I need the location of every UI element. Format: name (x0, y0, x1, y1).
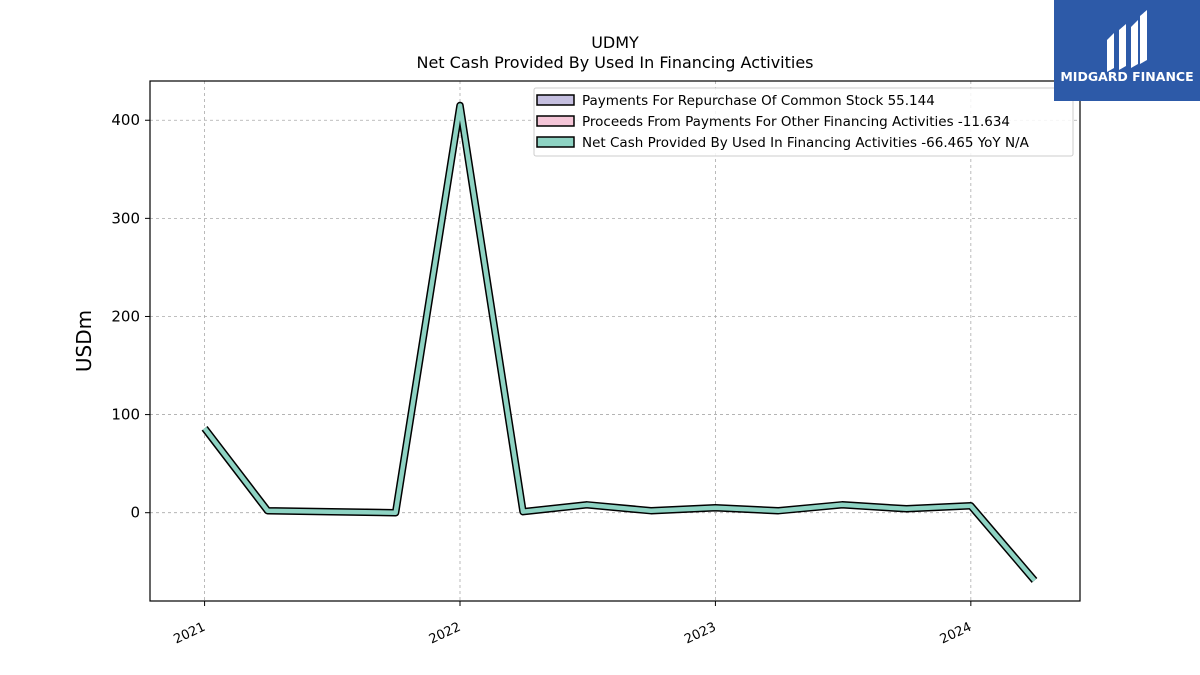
y-tick-label: 200 (111, 307, 140, 325)
legend-swatch (536, 94, 575, 106)
plot-frame (149, 80, 1081, 602)
legend-label: Payments For Repurchase Of Common Stock … (582, 93, 935, 109)
x-tick-label: 2022 (427, 620, 463, 648)
legend: Payments For Repurchase Of Common Stock … (533, 87, 1074, 157)
legend-label: Net Cash Provided By Used In Financing A… (582, 135, 1030, 151)
y-tick-label: 0 (130, 504, 140, 522)
y-tick-label: 100 (111, 406, 140, 424)
x-tick-label: 2021 (171, 620, 207, 648)
y-tick-label: 300 (111, 209, 140, 227)
x-tick-label: 2023 (682, 620, 718, 648)
legend-swatch (536, 115, 575, 127)
logo-mark-icon (1107, 10, 1147, 72)
x-axis: 2021 2022 2023 2024 (171, 601, 974, 647)
y-axis-label: USDm (72, 310, 96, 372)
y-axis: 0 100 200 300 400 (111, 111, 150, 522)
series-layer (201, 101, 1038, 583)
y-tick-label: 400 (111, 111, 140, 129)
chart-title: UDMY (591, 33, 639, 52)
logo-background (1054, 0, 1200, 101)
logo-text: MIDGARD FINANCE (1060, 69, 1193, 84)
x-tick-label: 2024 (938, 620, 974, 648)
series-line (202, 103, 1037, 582)
legend-label: Proceeds From Payments For Other Financi… (582, 114, 1010, 130)
legend-swatch (536, 136, 575, 148)
logo: MIDGARD FINANCE (1054, 0, 1200, 101)
chart-subtitle: Net Cash Provided By Used In Financing A… (416, 53, 813, 72)
grid (150, 81, 1080, 601)
legend-box (533, 87, 1074, 157)
